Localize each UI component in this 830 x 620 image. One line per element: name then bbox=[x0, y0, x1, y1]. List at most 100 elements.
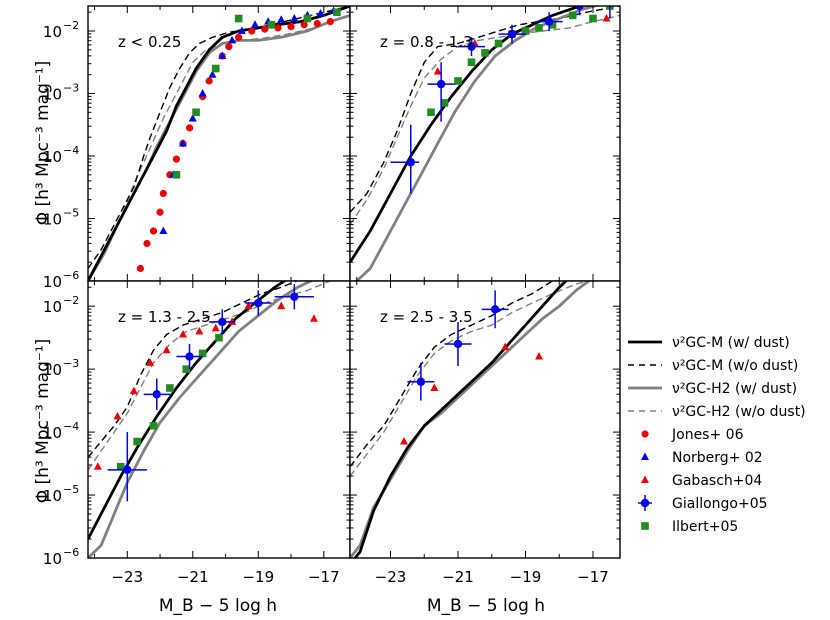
legend-marker-swatch bbox=[641, 522, 649, 530]
panel-frame bbox=[349, 280, 621, 559]
norberg-point bbox=[218, 51, 227, 59]
giallongo-point bbox=[254, 298, 263, 308]
x-tick-label: −23 bbox=[111, 568, 143, 586]
norberg-point bbox=[159, 226, 168, 234]
jones-point bbox=[225, 43, 233, 51]
ilbert-point bbox=[467, 58, 476, 67]
legend-item-gabasch: Gabasch+04 bbox=[641, 473, 762, 489]
legend-label: Giallongo+05 bbox=[672, 496, 768, 512]
jones-point bbox=[159, 189, 167, 198]
panel-title: z = 0.8 - 1.3 bbox=[380, 33, 473, 51]
legend-item-h2-dust: ν²GC-H2 (w/ dust) bbox=[628, 381, 797, 397]
y-tick-exponent: −3 bbox=[63, 357, 79, 370]
ilbert-point bbox=[215, 333, 223, 342]
gabasch-point bbox=[195, 326, 204, 335]
ilbert-point bbox=[234, 14, 243, 23]
series-line-h2-nodust bbox=[350, 281, 591, 477]
panel-plot-area bbox=[88, 6, 350, 281]
y-tick-exponent: −5 bbox=[63, 207, 79, 220]
legend-marker-swatch bbox=[641, 430, 649, 438]
norberg-point bbox=[178, 139, 187, 147]
jones-point bbox=[156, 208, 164, 216]
legend-label: ν²GC-H2 (w/ dust) bbox=[672, 381, 797, 397]
jones-point bbox=[326, 18, 334, 26]
y-tick-exponent: −6 bbox=[63, 269, 79, 282]
norberg-point bbox=[188, 114, 197, 122]
norberg-point bbox=[208, 70, 217, 78]
y-tick-label: 10 bbox=[43, 86, 62, 104]
x-axis-label-right: M_B − 5 log h bbox=[427, 596, 545, 616]
gabasch-point bbox=[178, 330, 187, 338]
y-tick-label: 10 bbox=[43, 550, 62, 568]
y-tick-label: 10 bbox=[43, 148, 62, 166]
ilbert-point bbox=[535, 24, 543, 32]
gabasch-point bbox=[430, 383, 439, 392]
ilbert-point bbox=[333, 8, 341, 17]
ilbert-point bbox=[589, 14, 597, 23]
panel-plot-area bbox=[350, 281, 592, 558]
jones-point bbox=[248, 27, 256, 35]
panel-background bbox=[88, 281, 350, 558]
jones-point bbox=[149, 227, 158, 235]
panel-plot-area bbox=[88, 281, 333, 558]
series-line-m-nodust bbox=[88, 281, 299, 458]
norberg-point bbox=[237, 26, 246, 34]
jones-point bbox=[205, 77, 213, 85]
panel-background bbox=[88, 6, 350, 281]
giallongo-point bbox=[544, 17, 554, 26]
y-axis-label-bottom: Φ [h³ Mpc⁻³ mag⁻¹] bbox=[33, 339, 53, 504]
legend-label: Gabasch+04 bbox=[672, 473, 762, 489]
ilbert-point bbox=[116, 462, 125, 471]
y-tick-label: 10 bbox=[43, 211, 62, 229]
norberg-point bbox=[290, 14, 299, 22]
legend-label: Ilbert+05 bbox=[672, 519, 738, 535]
y-tick-label: 10 bbox=[43, 298, 62, 316]
panel-plot-area bbox=[350, 6, 620, 281]
ilbert-point bbox=[521, 27, 530, 35]
ilbert-point bbox=[172, 170, 181, 179]
jones-point bbox=[261, 25, 269, 33]
panel-title: z < 0.25 bbox=[118, 33, 181, 51]
legend-label: ν²GC-M (w/o dust) bbox=[672, 358, 798, 374]
y-tick-exponent: −4 bbox=[63, 420, 79, 433]
y-tick-exponent: −5 bbox=[63, 483, 79, 496]
y-tick-label: 10 bbox=[43, 23, 62, 41]
ilbert-point bbox=[303, 14, 312, 23]
y-tick-label: 10 bbox=[43, 424, 62, 442]
x-tick-label: −17 bbox=[577, 568, 609, 586]
ilbert-point bbox=[454, 77, 462, 85]
giallongo-point bbox=[406, 158, 415, 167]
y-tick-exponent: −2 bbox=[63, 294, 79, 307]
jones-point bbox=[287, 23, 295, 31]
jones-point bbox=[235, 33, 243, 41]
gabasch-point bbox=[602, 14, 611, 22]
series-line-m-dust bbox=[353, 281, 569, 558]
legend-marker-swatch bbox=[640, 498, 650, 508]
x-tick-label: −19 bbox=[510, 568, 542, 586]
jones-point bbox=[185, 124, 194, 132]
giallongo-errorbar bbox=[609, 6, 611, 19]
y-tick-exponent: −3 bbox=[63, 82, 79, 95]
legend: ν²GC-M (w/ dust) ν²GC-M (w/o dust) ν²GC-H2… bbox=[628, 335, 806, 535]
jones-point bbox=[313, 19, 321, 28]
gabasch-point bbox=[501, 342, 510, 351]
y-tick-label: 10 bbox=[43, 273, 62, 291]
giallongo-point bbox=[575, 6, 584, 11]
series-line-m-dust bbox=[88, 6, 350, 281]
norberg-point bbox=[277, 15, 286, 23]
legend-item-m-dust: ν²GC-M (w/ dust) bbox=[628, 335, 790, 351]
ilbert-point bbox=[211, 64, 220, 73]
jones-point bbox=[172, 155, 181, 163]
panel-2: z = 0.8 - 1.3 bbox=[349, 5, 621, 282]
x-tick-label: −23 bbox=[375, 568, 407, 586]
jones-point bbox=[143, 239, 151, 248]
ilbert-point bbox=[440, 99, 449, 107]
series-line-h2-dust bbox=[88, 281, 315, 558]
gabasch-point bbox=[244, 301, 253, 310]
giallongo-point bbox=[416, 377, 426, 386]
gabasch-point bbox=[277, 301, 286, 310]
gabasch-point bbox=[129, 386, 138, 395]
giallongo-point bbox=[218, 317, 227, 327]
